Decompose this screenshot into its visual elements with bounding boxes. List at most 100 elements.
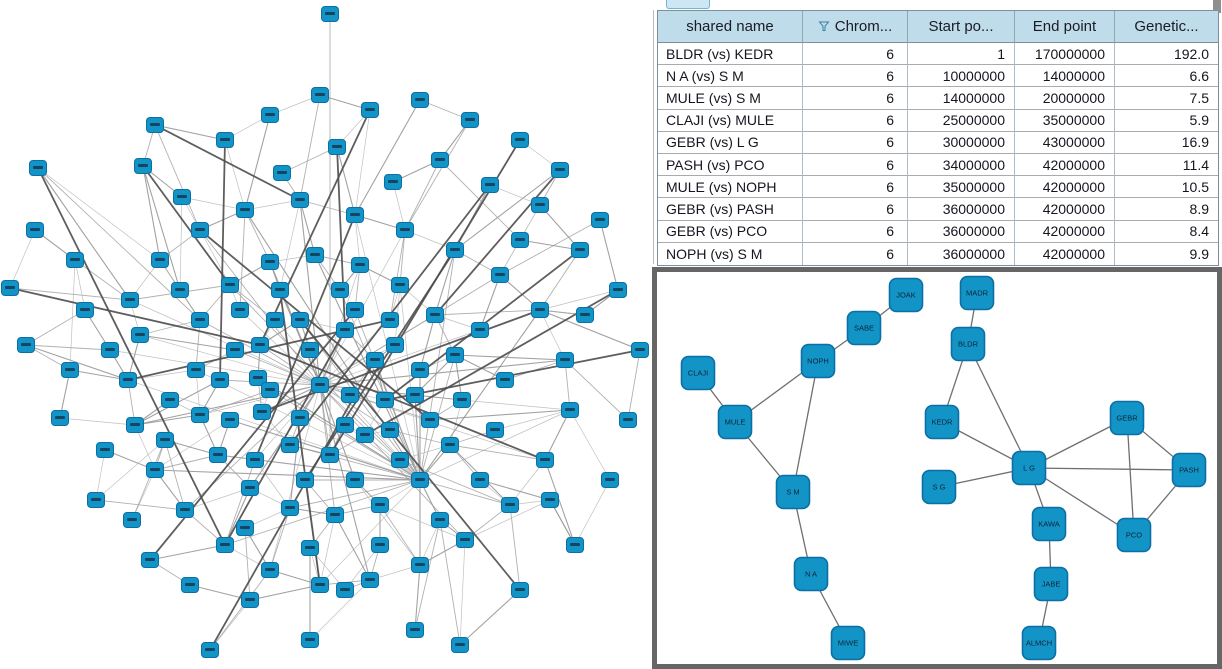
overview-node[interactable] xyxy=(291,312,309,328)
table-cell[interactable]: 42000000 xyxy=(1015,153,1115,177)
detail-node-joak[interactable]: JOAK xyxy=(888,277,924,313)
overview-node[interactable] xyxy=(17,337,35,353)
overview-node[interactable] xyxy=(411,92,429,108)
overview-node[interactable] xyxy=(446,242,464,258)
overview-node[interactable] xyxy=(131,327,149,343)
table-cell[interactable]: 16.9 xyxy=(1115,132,1218,154)
overview-node[interactable] xyxy=(411,362,429,378)
overview-network-canvas[interactable] xyxy=(0,0,652,669)
overview-node[interactable] xyxy=(471,322,489,338)
table-cell[interactable]: 14000000 xyxy=(1015,65,1115,88)
overview-node[interactable] xyxy=(201,642,219,658)
overview-node[interactable] xyxy=(226,342,244,358)
table-cell[interactable]: 42000000 xyxy=(1015,242,1115,265)
table-cell[interactable]: 170000000 xyxy=(1015,43,1115,66)
table-row[interactable]: GEBR (vs) L G 6 30000000 43000000 16.9 xyxy=(658,131,1218,154)
overview-node[interactable] xyxy=(396,222,414,238)
overview-node[interactable] xyxy=(156,432,174,448)
overview-node[interactable] xyxy=(561,402,579,418)
overview-node[interactable] xyxy=(331,282,349,298)
network-detail-panel[interactable]: JOAK SABE NOPH CLAJI MULE S M N A MIWE MADR BLDR K… xyxy=(652,267,1222,669)
table-cell[interactable]: 6 xyxy=(803,220,908,243)
overview-node[interactable] xyxy=(411,557,429,573)
overview-node[interactable] xyxy=(566,537,584,553)
table-cell[interactable]: 30000000 xyxy=(908,131,1015,154)
table-cell[interactable]: BLDR (vs) KEDR xyxy=(658,43,803,66)
table-cell[interactable]: CLAJI (vs) MULE xyxy=(658,109,803,132)
table-cell[interactable]: 6 xyxy=(803,198,908,221)
overview-node[interactable] xyxy=(171,282,189,298)
overview-node[interactable] xyxy=(301,540,319,556)
table-cell[interactable]: 5.9 xyxy=(1115,110,1218,132)
overview-node[interactable] xyxy=(511,232,529,248)
table-cell[interactable]: 6 xyxy=(803,43,908,66)
overview-node[interactable] xyxy=(511,582,529,598)
scrollbar-thumb[interactable] xyxy=(1213,0,1221,13)
overview-node[interactable] xyxy=(551,162,569,178)
overview-node[interactable] xyxy=(281,500,299,516)
overview-node[interactable] xyxy=(461,112,479,128)
table-cell[interactable]: 9.9 xyxy=(1189,245,1209,262)
detail-node-pash[interactable]: PASH xyxy=(1171,452,1207,488)
detail-edge[interactable] xyxy=(1028,467,1135,536)
table-row[interactable]: MULE (vs) S M 6 14000000 20000000 7.5 xyxy=(658,87,1218,110)
overview-node[interactable] xyxy=(609,282,627,298)
table-cell[interactable]: 11.4 xyxy=(1115,154,1218,177)
overview-node[interactable] xyxy=(351,257,369,273)
overview-node[interactable] xyxy=(366,352,384,368)
overview-node[interactable] xyxy=(371,537,389,553)
overview-node[interactable] xyxy=(531,302,549,318)
overview-node[interactable] xyxy=(406,387,424,403)
overview-node[interactable] xyxy=(496,372,514,388)
overview-node[interactable] xyxy=(486,422,504,438)
overview-node[interactable] xyxy=(216,132,234,148)
detail-node-jabe[interactable]: JABE xyxy=(1033,566,1069,602)
detail-node-gebr[interactable]: GEBR xyxy=(1109,400,1145,436)
table-cell[interactable]: 8.9 xyxy=(1115,198,1218,221)
overview-node[interactable] xyxy=(1,280,19,296)
table-cell[interactable]: 36000000 xyxy=(908,220,1015,243)
overview-node[interactable] xyxy=(51,410,69,426)
overview-node[interactable] xyxy=(576,307,594,323)
network-overview-panel[interactable] xyxy=(0,0,652,669)
overview-node[interactable] xyxy=(531,197,549,213)
table-cell[interactable]: 6 xyxy=(803,87,908,110)
overview-node[interactable] xyxy=(591,212,609,228)
column-header-end-point[interactable]: End point xyxy=(1015,11,1115,43)
overview-node[interactable] xyxy=(87,492,105,508)
detail-node-mule[interactable]: MULE xyxy=(717,404,753,440)
overview-node[interactable] xyxy=(251,337,269,353)
overview-node[interactable] xyxy=(29,160,47,176)
overview-node[interactable] xyxy=(431,512,449,528)
overview-node[interactable] xyxy=(236,520,254,536)
column-header-genetic-[interactable]: Genetic... xyxy=(1115,11,1218,43)
table-row[interactable]: CLAJI (vs) MULE 6 25000000 35000000 5.9 xyxy=(658,109,1218,132)
overview-node[interactable] xyxy=(336,417,354,433)
overview-node[interactable] xyxy=(101,342,119,358)
overview-node[interactable] xyxy=(173,189,191,205)
table-cell[interactable]: N A (vs) S M xyxy=(658,65,803,88)
table-cell[interactable]: PASH (vs) PCO xyxy=(658,153,803,177)
table-cell[interactable]: 14000000 xyxy=(908,87,1015,110)
overview-node[interactable] xyxy=(26,222,44,238)
overview-node[interactable] xyxy=(161,392,179,408)
overview-node[interactable] xyxy=(328,139,346,155)
detail-node-sm[interactable]: S M xyxy=(775,474,811,510)
overview-node[interactable] xyxy=(176,502,194,518)
overview-node[interactable] xyxy=(126,417,144,433)
detail-edge[interactable] xyxy=(1028,467,1190,471)
column-header-shared-name[interactable]: shared name xyxy=(658,11,803,43)
overview-node[interactable] xyxy=(291,192,309,208)
overview-node[interactable] xyxy=(341,387,359,403)
table-cell[interactable]: NOPH (vs) S M xyxy=(658,242,803,265)
table-row[interactable]: PASH (vs) PCO 6 34000000 42000000 11.4 xyxy=(658,153,1218,177)
table-cell[interactable]: 35000000 xyxy=(908,176,1015,199)
table-cell[interactable]: GEBR (vs) PCO xyxy=(658,220,803,243)
overview-node[interactable] xyxy=(441,437,459,453)
detail-edge[interactable] xyxy=(1126,417,1135,536)
overview-node[interactable] xyxy=(266,312,284,328)
overview-node[interactable] xyxy=(571,242,589,258)
overview-node[interactable] xyxy=(271,282,289,298)
overview-node[interactable] xyxy=(406,622,424,638)
overview-node[interactable] xyxy=(273,165,291,181)
